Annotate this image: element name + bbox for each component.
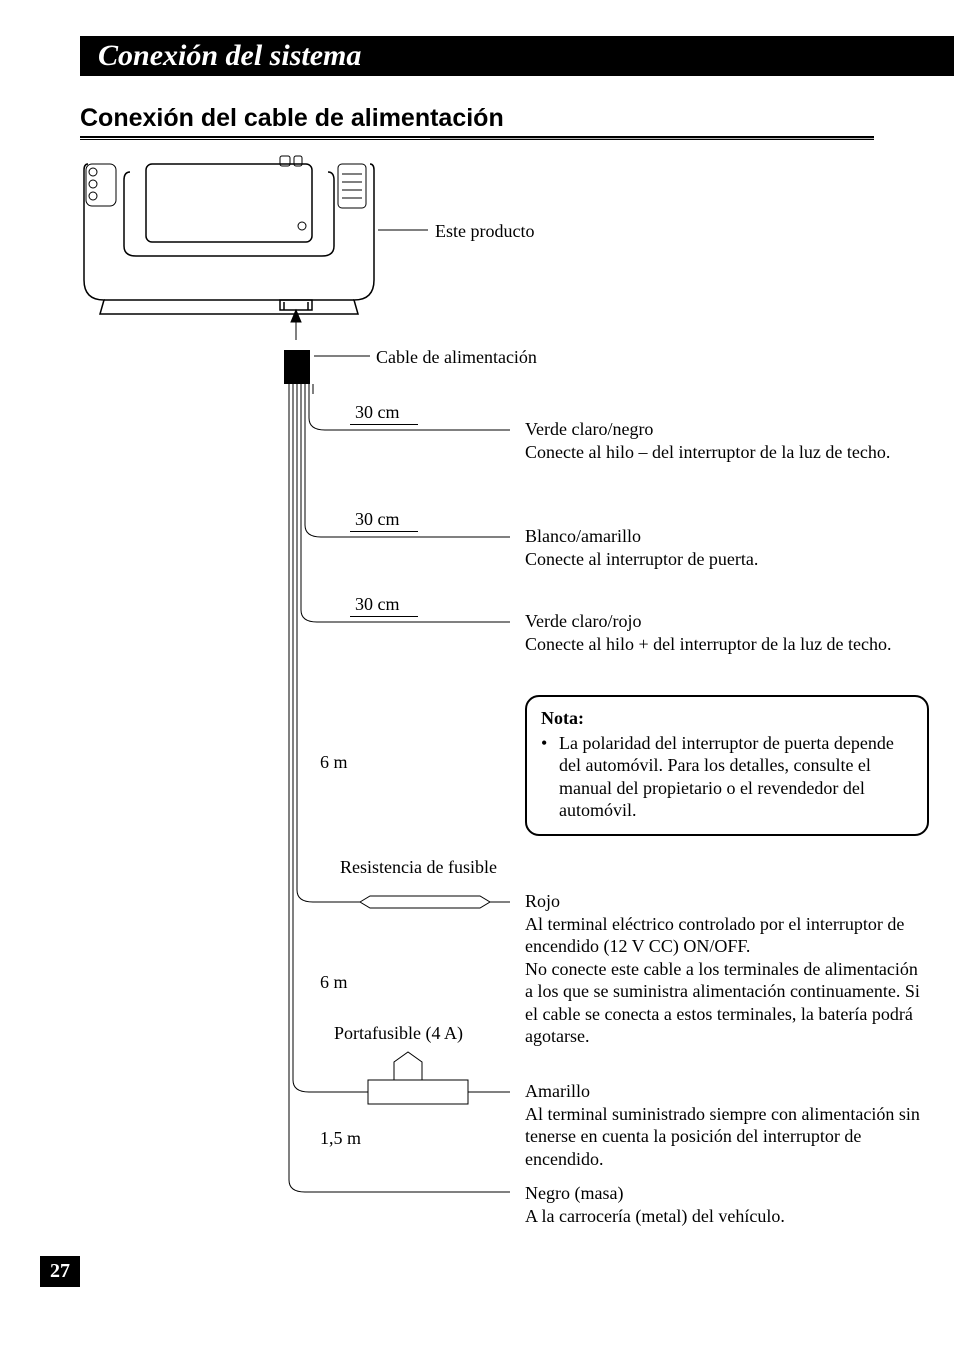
- len-5: 6 m: [320, 972, 348, 993]
- chapter-header: Conexión del sistema: [80, 36, 954, 76]
- cable-sheath: [284, 350, 310, 384]
- bullet-icon: •: [541, 732, 559, 822]
- wire-5-title: Amarillo: [525, 1081, 590, 1101]
- wire-3-desc: Verde claro/rojo Conecte al hilo + del i…: [525, 610, 925, 655]
- wire-6-text: A la carrocería (metal) del vehículo.: [525, 1206, 785, 1226]
- wire-6-title: Negro (masa): [525, 1183, 623, 1203]
- wire-4-text: Al terminal eléctrico controlado por el …: [525, 914, 920, 1047]
- section-rule: [80, 136, 874, 140]
- wire-4: [297, 890, 510, 908]
- wire-6-desc: Negro (masa) A la carrocería (metal) del…: [525, 1182, 929, 1227]
- section-heading: Conexión del cable de alimentación: [80, 104, 504, 133]
- note-box: Nota: • La polaridad del interruptor de …: [525, 695, 929, 836]
- note-title: Nota:: [541, 707, 913, 730]
- note-list: • La polaridad del interruptor de puerta…: [541, 732, 913, 822]
- wire-6: [289, 1180, 510, 1192]
- label-power-cable: Cable de alimentación: [376, 346, 537, 369]
- wire-3-title: Verde claro/rojo: [525, 611, 641, 631]
- wire-5-desc: Amarillo Al terminal suministrado siempr…: [525, 1080, 929, 1170]
- wire-bundle: [289, 384, 313, 1180]
- wire-2-text: Conecte al interruptor de puerta.: [525, 549, 758, 569]
- len-1-rule: [350, 424, 418, 425]
- wire-1-text: Conecte al hilo – del interruptor de la …: [525, 442, 890, 462]
- wire-1-desc: Verde claro/negro Conecte al hilo – del …: [525, 418, 925, 463]
- len-3-rule: [350, 616, 418, 617]
- len-2-rule: [350, 531, 418, 532]
- label-fuse-resistor: Resistencia de fusible: [340, 856, 497, 879]
- note-item: • La polaridad del interruptor de puerta…: [541, 732, 913, 822]
- page-number: 27: [40, 1256, 80, 1287]
- wire-3-text: Conecte al hilo + del interruptor de la …: [525, 634, 892, 654]
- wire-2-desc: Blanco/amarillo Conecte al interruptor d…: [525, 525, 925, 570]
- chapter-title: Conexión del sistema: [98, 39, 361, 73]
- len-3: 30 cm: [355, 594, 400, 615]
- note-item-text: La polaridad del interruptor de puerta d…: [559, 732, 913, 822]
- product-outline: [84, 156, 374, 314]
- label-fuse-holder: Portafusible (4 A): [334, 1022, 463, 1045]
- wiring-diagram: Este producto Cable de alimentación 30 c…: [80, 150, 880, 1250]
- len-6: 1,5 m: [320, 1128, 361, 1149]
- len-1: 30 cm: [355, 402, 400, 423]
- wire-2-title: Blanco/amarillo: [525, 526, 641, 546]
- wire-5-text: Al terminal suministrado siempre con ali…: [525, 1104, 920, 1169]
- len-2: 30 cm: [355, 509, 400, 530]
- wire-5: [293, 1052, 510, 1104]
- wire-4-title: Rojo: [525, 891, 560, 911]
- wire-1-title: Verde claro/negro: [525, 419, 653, 439]
- len-4: 6 m: [320, 752, 348, 773]
- wire-4-desc: Rojo Al terminal eléctrico controlado po…: [525, 890, 929, 1048]
- page: Conexión del sistema Conexión del cable …: [0, 0, 954, 1355]
- label-product: Este producto: [435, 220, 534, 243]
